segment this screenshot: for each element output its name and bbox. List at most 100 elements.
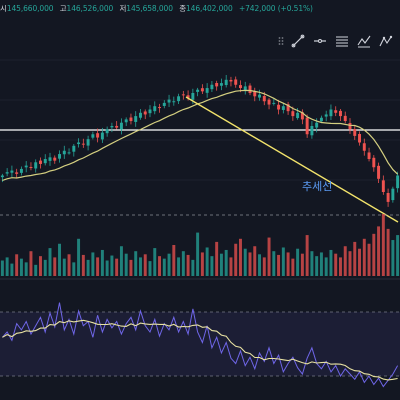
volume-bar — [205, 247, 209, 276]
volume-bar — [96, 257, 100, 276]
volume-bar — [181, 251, 185, 276]
volume-bar — [186, 254, 190, 276]
volume-bar — [29, 251, 33, 276]
rsi-ma-line — [2, 319, 398, 381]
volume-bar — [58, 243, 61, 276]
candle-body — [172, 101, 176, 103]
fib-retracement-icon[interactable] — [332, 33, 352, 49]
volume-bar — [77, 238, 81, 276]
grip-icon[interactable] — [276, 33, 286, 49]
volume-bar — [200, 252, 204, 276]
candle-body — [186, 95, 190, 98]
candle-body — [119, 122, 123, 130]
volume-bar — [124, 253, 128, 276]
volume-bar — [372, 233, 376, 276]
candle-body — [143, 111, 147, 115]
candle-body — [296, 112, 300, 119]
volume-bar — [291, 258, 295, 276]
volume-bar — [262, 257, 266, 276]
candle-body — [29, 166, 33, 168]
candle-body — [329, 109, 333, 117]
candle-body — [34, 162, 38, 169]
volume-bar — [334, 253, 338, 276]
candle-body — [62, 150, 66, 155]
volume-bar — [167, 253, 171, 276]
volume-bar — [229, 257, 233, 276]
candle-body — [139, 112, 142, 118]
candle-body — [281, 106, 285, 110]
volume-bar — [396, 235, 400, 276]
volume-bar — [358, 248, 361, 276]
volume-bar — [219, 253, 223, 276]
volume-bar — [91, 252, 95, 276]
candle-body — [267, 99, 271, 105]
trend-line[interactable] — [185, 96, 399, 223]
candle-body — [319, 117, 323, 122]
candle-body — [300, 112, 304, 120]
volume-bar — [134, 251, 138, 276]
candle-body — [229, 79, 233, 82]
volume-bar — [224, 249, 228, 276]
volume-bar — [177, 257, 181, 276]
candle-body — [377, 165, 381, 179]
candle-body — [181, 94, 185, 96]
volume-bar — [5, 257, 9, 276]
volume-bar — [281, 247, 285, 276]
volume-bar — [286, 252, 290, 276]
candle-body — [196, 89, 200, 92]
candle-body — [96, 133, 100, 138]
volume-bar — [24, 262, 28, 276]
candle-body — [372, 157, 376, 168]
close-label: 종 — [179, 4, 187, 13]
candle-body — [239, 85, 242, 89]
volume-bar — [258, 254, 261, 276]
volume-bar — [81, 254, 85, 276]
volume-bar — [353, 241, 357, 276]
candle-body — [358, 133, 361, 143]
candle-body — [262, 95, 266, 102]
candle-body — [91, 134, 95, 138]
volume-bar — [53, 257, 57, 276]
candle-body — [115, 125, 119, 128]
candle-body — [324, 114, 328, 117]
candle-body — [224, 79, 228, 86]
candle-body — [215, 82, 219, 87]
candle-body — [158, 107, 161, 109]
volume-bar — [391, 240, 395, 276]
volume-bar — [277, 254, 281, 276]
volume-bar — [296, 248, 300, 276]
high-value: 146,526,000 — [66, 4, 114, 13]
rsi-band — [0, 312, 400, 376]
candle-body — [48, 157, 52, 161]
volume-bar — [115, 258, 119, 276]
brush-icon[interactable] — [354, 33, 374, 49]
volume-bar — [300, 253, 304, 276]
candle-body — [396, 175, 400, 189]
volume-bar — [248, 252, 252, 276]
volume-bar — [196, 232, 200, 276]
trend-line-icon[interactable] — [288, 33, 308, 49]
volume-bar — [158, 256, 161, 276]
volume-bar — [72, 262, 76, 276]
candlestick-series — [0, 74, 400, 207]
low-label: 저 — [119, 4, 127, 13]
pattern-icon[interactable] — [376, 33, 396, 49]
candle-body — [134, 116, 138, 122]
candle-body — [0, 175, 4, 178]
volume-bar — [143, 254, 147, 276]
volume-bar — [377, 226, 381, 276]
high-label: 고 — [59, 4, 67, 13]
volume-bar — [253, 246, 257, 276]
candle-body — [348, 123, 352, 130]
volume-bar — [215, 241, 219, 276]
moving-average-line — [2, 89, 399, 181]
volume-bar — [15, 254, 19, 276]
candle-body — [234, 79, 238, 85]
candle-body — [386, 193, 390, 202]
volume-bar — [10, 263, 14, 276]
candle-body — [310, 126, 314, 136]
volume-bar — [329, 249, 333, 276]
volume-bar — [110, 255, 114, 276]
horizontal-line-icon[interactable] — [310, 33, 330, 49]
